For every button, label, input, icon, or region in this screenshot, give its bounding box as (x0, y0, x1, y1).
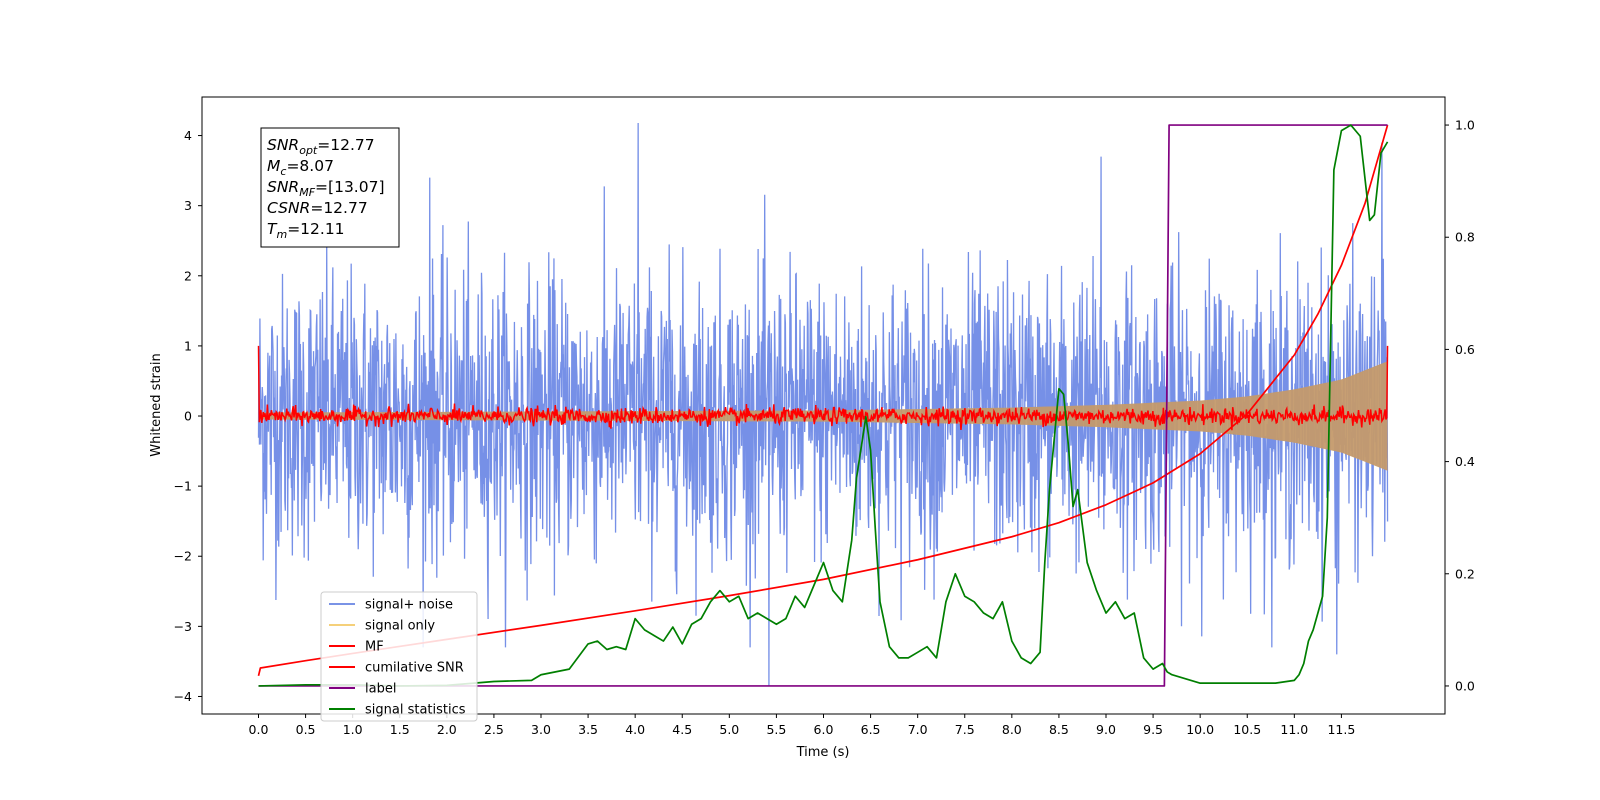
snr-annotation-box: SNRopt=12.77Mc=8.07SNRMF=[13.07]CSNR=12.… (260, 127, 400, 248)
x-tick-label: 1.5 (390, 722, 410, 737)
x-tick-label: 11.0 (1280, 722, 1308, 737)
annotation-line: Mc=8.07 (267, 157, 334, 178)
legend-label: cumilative SNR (365, 661, 464, 676)
y-tick-label: 1 (184, 338, 192, 353)
legend-frame (320, 591, 478, 722)
annotation-frame (260, 127, 400, 248)
y-tick-label: 2 (184, 268, 192, 283)
y2-tick-label: 0.4 (1455, 454, 1475, 469)
y2-tick-label: 0.6 (1455, 342, 1475, 357)
series-label-line (258, 124, 1388, 687)
x-tick-label: 7.0 (908, 722, 928, 737)
x-tick-label: 10.0 (1186, 722, 1214, 737)
y-axis-right: 0.0 0.2 0.4 0.6 0.8 1.0 (1445, 118, 1475, 693)
y2-tick-label: 0.2 (1455, 566, 1475, 581)
x-tick-label: 5.0 (719, 722, 739, 737)
x-tick-label: 8.0 (1002, 722, 1022, 737)
series-mf-line (257, 345, 1389, 431)
x-tick-label: 2.0 (437, 722, 457, 737)
annotation-line: Tm=12.11 (267, 220, 345, 241)
x-tick-label: 6.0 (814, 722, 834, 737)
x-tick-label: 5.5 (766, 722, 786, 737)
legend-item: signal+ noise (329, 598, 453, 613)
y-tick-label: 3 (184, 198, 192, 213)
x-tick-label: 10.5 (1233, 722, 1261, 737)
legend-label: signal+ noise (365, 598, 453, 613)
legend-label: MF (365, 640, 384, 655)
x-tick-label: 1.0 (343, 722, 363, 737)
legend-label: signal only (365, 619, 435, 634)
legend-item: signal only (329, 619, 435, 634)
y-axis-left: −4 −3 −2 −1 0 1 2 3 4 (174, 128, 202, 704)
x-tick-label: 7.5 (955, 722, 975, 737)
legend-label: label (365, 682, 396, 697)
x-tick-label: 3.5 (578, 722, 598, 737)
legend: signal+ noise signal only MF cumilative SNR… (320, 591, 478, 722)
y2-tick-label: 0.0 (1455, 678, 1475, 693)
y-tick-label: −4 (174, 689, 192, 704)
annotation-line: CSNR=12.77 (267, 199, 368, 217)
y2-tick-label: 1.0 (1455, 118, 1475, 133)
x-tick-label: 4.0 (625, 722, 645, 737)
y-tick-label: −3 (174, 619, 192, 634)
y-tick-label: 4 (184, 128, 192, 143)
annotation-line: SNRopt=12.77 (267, 136, 375, 157)
annotation-line: SNRMF=[13.07] (267, 178, 385, 199)
x-tick-label: 9.0 (1096, 722, 1116, 737)
y-tick-label: −2 (174, 549, 192, 564)
y-tick-label: −1 (174, 479, 192, 494)
legend-item: signal statistics (329, 703, 466, 718)
legend-item: cumilative SNR (329, 661, 464, 676)
x-tick-label: 0.5 (296, 722, 316, 737)
x-axis-label: Time (s) (796, 745, 850, 760)
x-tick-label: 9.5 (1143, 722, 1163, 737)
x-tick-label: 8.5 (1049, 722, 1069, 737)
legend-item: label (329, 682, 396, 697)
x-tick-label: 0.0 (249, 722, 269, 737)
x-tick-label: 2.5 (484, 722, 504, 737)
legend-label: signal statistics (365, 703, 466, 718)
series-signal-statistics-line (258, 124, 1389, 687)
x-tick-label: 3.0 (531, 722, 551, 737)
legend-item: MF (329, 640, 384, 655)
x-axis: 0.0 0.5 1.0 1.5 2.0 2.5 3.0 3.5 4.0 4.5 5.0 5.5 6.0 6… (249, 714, 1355, 737)
x-tick-label: 4.5 (672, 722, 692, 737)
y2-tick-label: 0.8 (1455, 230, 1475, 245)
x-tick-label: 11.5 (1327, 722, 1355, 737)
x-tick-label: 6.5 (861, 722, 881, 737)
y-axis-label: Whitened strain (149, 353, 164, 456)
y-tick-label: 0 (184, 409, 192, 424)
